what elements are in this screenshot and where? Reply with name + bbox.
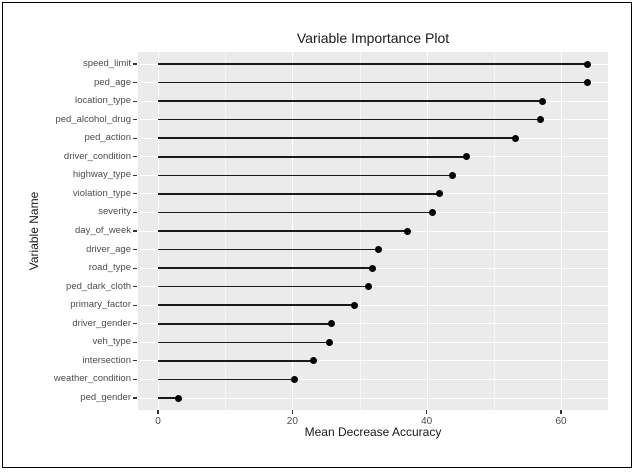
point-violation_type xyxy=(435,190,443,198)
x-tick-label-20: 20 xyxy=(286,416,298,427)
gridline-row-ped_gender xyxy=(138,397,608,399)
gridline-row-weather_condition xyxy=(138,378,608,380)
y-tick-mark-speed_limit xyxy=(133,63,137,65)
stem-ped_alcohol_drug xyxy=(158,118,541,121)
chart-title: Variable Importance Plot xyxy=(296,30,450,46)
y-tick-mark-road_type xyxy=(133,267,137,269)
point-location_type xyxy=(538,97,546,105)
point-highway_type xyxy=(449,171,457,179)
point-primary_factor xyxy=(351,301,359,309)
y-tick-label-speed_limit: speed_limit xyxy=(82,58,131,69)
stem-driver_condition xyxy=(158,155,467,158)
y-tick-label-veh_type: veh_type xyxy=(92,336,131,348)
stem-intersection xyxy=(158,360,314,362)
stem-violation_type xyxy=(158,193,440,195)
stem-veh_type xyxy=(158,341,330,344)
y-tick-mark-driver_age xyxy=(133,248,137,251)
y-tick-label-driver_condition: driver_condition xyxy=(63,150,131,162)
y-tick-mark-day_of_week xyxy=(133,230,137,232)
x-axis-title: Mean Decrease Accuracy xyxy=(304,425,442,439)
point-road_type xyxy=(369,264,377,272)
y-tick-label-day_of_week: day_of_week xyxy=(75,225,131,236)
point-driver_gender xyxy=(328,320,336,328)
stem-highway_type xyxy=(158,174,453,177)
y-tick-label-ped_action: ped_action xyxy=(84,132,131,144)
y-tick-label-ped_dark_cloth: ped_dark_cloth xyxy=(66,280,131,292)
x-tick-mark-20 xyxy=(291,410,293,414)
stem-road_type xyxy=(158,267,373,269)
y-tick-mark-primary_factor xyxy=(133,304,137,306)
gridline-row-primary_factor xyxy=(138,304,608,306)
y-tick-mark-intersection xyxy=(133,360,137,362)
x-tick-mark-60 xyxy=(560,410,562,414)
y-tick-label-location_type: location_type xyxy=(75,95,131,107)
stem-speed_limit xyxy=(158,63,588,65)
y-tick-mark-ped_dark_cloth xyxy=(133,286,137,288)
y-tick-mark-weather_condition xyxy=(133,378,137,381)
point-ped_alcohol_drug xyxy=(536,116,544,124)
point-speed_limit xyxy=(584,60,592,68)
plot-panel xyxy=(138,52,608,410)
point-intersection xyxy=(309,357,317,365)
y-tick-label-driver_gender: driver_gender xyxy=(72,317,131,329)
y-tick-mark-location_type xyxy=(133,100,137,102)
stem-location_type xyxy=(158,100,543,102)
point-ped_dark_cloth xyxy=(364,283,372,291)
point-driver_condition xyxy=(463,153,471,161)
y-tick-label-weather_condition: weather_condition xyxy=(53,373,131,385)
gridline-row-driver_gender xyxy=(138,323,608,325)
stem-ped_age xyxy=(158,81,588,84)
stem-driver_age xyxy=(158,248,379,251)
point-ped_action xyxy=(511,134,519,142)
stem-weather_condition xyxy=(158,378,295,381)
y-tick-label-ped_age: ped_age xyxy=(94,76,131,88)
y-tick-label-road_type: road_type xyxy=(88,262,131,274)
stem-primary_factor xyxy=(158,304,355,307)
y-tick-mark-ped_action xyxy=(133,137,137,139)
point-weather_condition xyxy=(290,375,298,383)
gridline-row-intersection xyxy=(138,360,608,362)
x-tick-mark-0 xyxy=(157,410,159,414)
stem-ped_dark_cloth xyxy=(158,285,369,288)
point-ped_age xyxy=(583,79,591,87)
point-veh_type xyxy=(325,338,333,346)
stem-driver_gender xyxy=(158,322,332,325)
stem-severity xyxy=(158,211,433,214)
y-tick-mark-veh_type xyxy=(133,341,137,343)
y-tick-mark-violation_type xyxy=(133,193,137,195)
y-tick-label-severity: severity xyxy=(98,206,131,218)
y-tick-mark-ped_age xyxy=(133,81,137,84)
y-tick-label-intersection: intersection xyxy=(82,354,131,366)
stem-ped_action xyxy=(158,137,516,140)
y-tick-label-ped_alcohol_drug: ped_alcohol_drug xyxy=(55,113,131,125)
y-tick-label-ped_gender: ped_gender xyxy=(80,392,131,403)
point-driver_age xyxy=(374,246,382,254)
figure-border xyxy=(2,2,632,468)
stem-ped_gender xyxy=(158,397,179,399)
stem-day_of_week xyxy=(158,230,408,232)
y-tick-label-driver_age: driver_age xyxy=(86,243,131,255)
gridline-row-veh_type xyxy=(138,341,608,343)
gridline-row-ped_dark_cloth xyxy=(138,286,608,288)
y-tick-mark-driver_condition xyxy=(133,156,137,158)
x-tick-mark-40 xyxy=(426,410,428,414)
point-ped_gender xyxy=(175,394,183,402)
x-tick-label-40: 40 xyxy=(421,416,433,427)
x-tick-label-60: 60 xyxy=(555,416,567,427)
y-tick-mark-ped_gender xyxy=(133,397,137,399)
y-tick-mark-highway_type xyxy=(133,174,137,176)
y-tick-label-highway_type: highway_type xyxy=(72,169,131,181)
y-tick-mark-ped_alcohol_drug xyxy=(133,119,137,121)
y-tick-mark-severity xyxy=(133,211,137,214)
point-severity xyxy=(428,208,436,216)
y-tick-mark-driver_gender xyxy=(133,323,137,325)
y-tick-label-violation_type: violation_type xyxy=(72,187,131,199)
x-tick-label-0: 0 xyxy=(155,416,161,427)
point-day_of_week xyxy=(404,227,412,235)
y-tick-label-primary_factor: primary_factor xyxy=(70,299,131,311)
